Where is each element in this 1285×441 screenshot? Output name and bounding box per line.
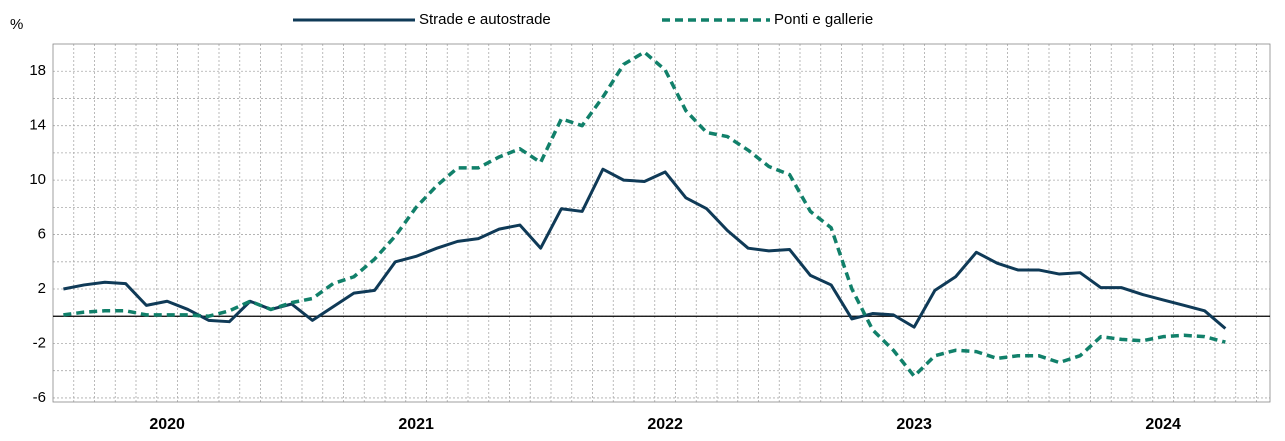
x-tick-label: 2020 (149, 416, 185, 433)
y-tick-label: 10 (29, 171, 46, 188)
legend-label: Ponti e gallerie (774, 11, 873, 28)
x-tick-label: 2024 (1145, 416, 1181, 433)
legend-label: Strade e autostrade (419, 11, 551, 28)
y-tick-label: 2 (38, 280, 46, 297)
y-tick-label: -6 (33, 389, 46, 406)
x-tick-label: 2023 (896, 416, 932, 433)
y-tick-label: 6 (38, 226, 46, 243)
y-tick-label: -2 (33, 334, 46, 351)
series-line (63, 50, 1226, 378)
y-tick-label: 14 (29, 117, 46, 134)
x-tick-label: 2021 (398, 416, 434, 433)
y-unit: % (10, 16, 23, 33)
y-tick-label: 18 (29, 62, 46, 79)
series-line (63, 167, 1227, 330)
x-tick-label: 2022 (647, 416, 683, 433)
plot-frame (52, 43, 1271, 403)
